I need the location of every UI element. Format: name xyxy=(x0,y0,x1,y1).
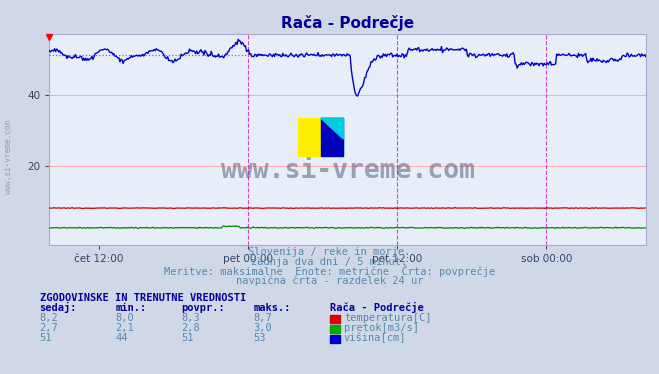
Text: 8,7: 8,7 xyxy=(254,313,272,323)
Polygon shape xyxy=(321,118,343,156)
Polygon shape xyxy=(321,118,343,139)
Text: višina[cm]: višina[cm] xyxy=(344,333,407,343)
Text: www.si-vreme.com: www.si-vreme.com xyxy=(221,158,474,184)
Text: Rača - Podrečje: Rača - Podrečje xyxy=(330,302,423,313)
Text: temperatura[C]: temperatura[C] xyxy=(344,313,432,323)
Text: Slovenija / reke in morje.: Slovenija / reke in morje. xyxy=(248,247,411,257)
Text: 53: 53 xyxy=(254,334,266,343)
Text: ZGODOVINSKE IN TRENUTNE VREDNOSTI: ZGODOVINSKE IN TRENUTNE VREDNOSTI xyxy=(40,293,246,303)
Text: Meritve: maksimalne  Enote: metrične  Črta: povprečje: Meritve: maksimalne Enote: metrične Črta… xyxy=(164,264,495,276)
Bar xyxy=(321,118,343,156)
Text: min.:: min.: xyxy=(115,303,146,313)
Text: 51: 51 xyxy=(40,334,52,343)
Text: 44: 44 xyxy=(115,334,128,343)
Text: pretok[m3/s]: pretok[m3/s] xyxy=(344,324,419,333)
Text: 2,8: 2,8 xyxy=(181,324,200,333)
Text: 51: 51 xyxy=(181,334,194,343)
Text: zadnja dva dni / 5 minut.: zadnja dva dni / 5 minut. xyxy=(251,257,408,267)
Text: maks.:: maks.: xyxy=(254,303,291,313)
Text: 2,7: 2,7 xyxy=(40,324,58,333)
Bar xyxy=(298,118,321,156)
Text: 8,3: 8,3 xyxy=(181,313,200,323)
Text: www.si-vreme.com: www.si-vreme.com xyxy=(4,120,13,194)
Text: 8,2: 8,2 xyxy=(40,313,58,323)
Text: 8,0: 8,0 xyxy=(115,313,134,323)
Text: 3,0: 3,0 xyxy=(254,324,272,333)
Title: Rača - Podrečje: Rača - Podrečje xyxy=(281,15,415,31)
Text: povpr.:: povpr.: xyxy=(181,303,225,313)
Text: navpična črta - razdelek 24 ur: navpična črta - razdelek 24 ur xyxy=(236,276,423,286)
Text: 2,1: 2,1 xyxy=(115,324,134,333)
Text: sedaj:: sedaj: xyxy=(40,302,77,313)
